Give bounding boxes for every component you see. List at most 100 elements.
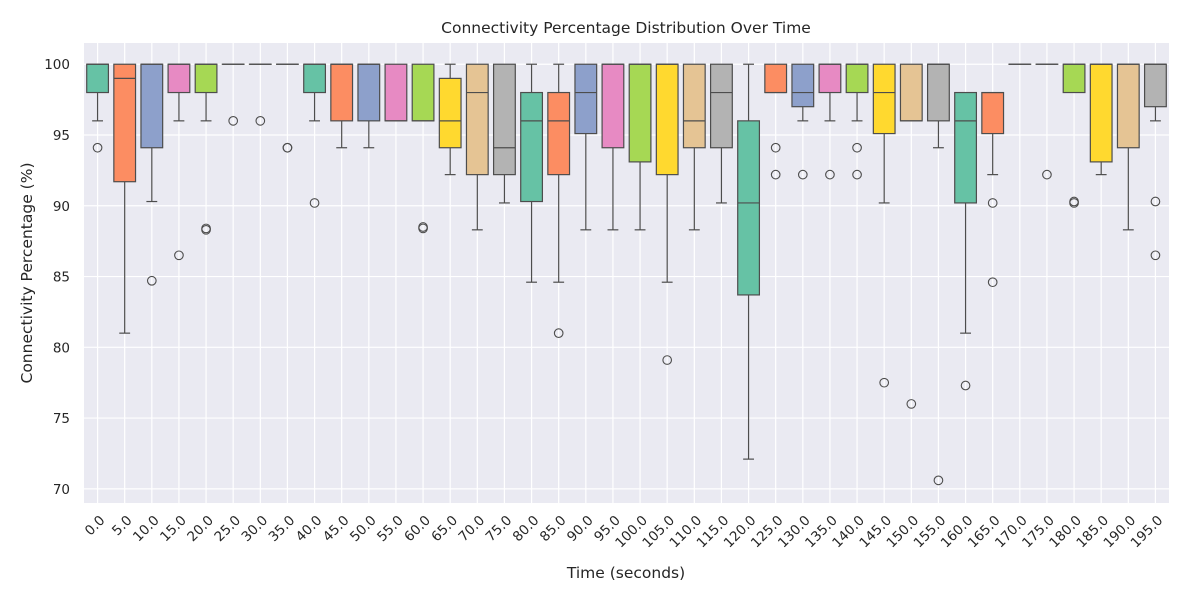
iqr-box bbox=[1062, 63, 1086, 94]
iqr-box bbox=[818, 63, 842, 94]
outlier-point bbox=[933, 475, 944, 486]
iqr-box bbox=[438, 77, 462, 149]
iqr-box bbox=[303, 63, 327, 94]
iqr-box bbox=[872, 63, 896, 135]
iqr-box bbox=[411, 63, 435, 122]
box-145.0 bbox=[872, 63, 896, 388]
y-tick-label: 80 bbox=[53, 340, 70, 356]
iqr-box bbox=[140, 63, 164, 149]
boxes-layer bbox=[86, 63, 1167, 486]
outlier-point bbox=[987, 277, 998, 288]
box-100.0 bbox=[628, 63, 652, 231]
outlier-point bbox=[960, 380, 971, 391]
iqr-box bbox=[954, 91, 978, 204]
y-tick-label: 95 bbox=[53, 128, 70, 144]
outlier-point bbox=[174, 250, 184, 261]
outlier-point bbox=[662, 355, 673, 365]
box-85.0 bbox=[547, 63, 571, 339]
y-tick-label: 90 bbox=[53, 199, 70, 215]
box-90.0 bbox=[574, 63, 598, 231]
iqr-box bbox=[194, 63, 218, 94]
outlier-point bbox=[309, 198, 320, 208]
iqr-box bbox=[709, 63, 733, 149]
iqr-box bbox=[465, 63, 489, 176]
outlier-point bbox=[228, 115, 239, 126]
box-20.0 bbox=[194, 63, 218, 235]
iqr-box bbox=[682, 63, 706, 149]
iqr-box bbox=[574, 63, 598, 135]
box-115.0 bbox=[709, 63, 733, 204]
box-50.0 bbox=[357, 63, 381, 149]
outlier-point bbox=[797, 169, 808, 180]
iqr-box bbox=[791, 63, 815, 108]
outlier-point bbox=[418, 222, 428, 232]
outlier-point bbox=[770, 142, 781, 153]
outlier-point bbox=[146, 275, 157, 286]
iqr-box bbox=[547, 91, 571, 176]
outlier-point bbox=[1069, 196, 1079, 207]
box-105.0 bbox=[655, 63, 679, 365]
box-65.0 bbox=[438, 63, 462, 176]
box-160.0 bbox=[954, 91, 978, 391]
iqr-box bbox=[384, 63, 408, 122]
box-15.0 bbox=[167, 63, 191, 261]
outlier-point bbox=[1042, 169, 1052, 180]
y-tick-label: 70 bbox=[53, 482, 70, 498]
outlier-point bbox=[553, 328, 564, 339]
box-120.0 bbox=[737, 63, 761, 460]
box-180.0 bbox=[1062, 63, 1086, 208]
iqr-box bbox=[113, 63, 137, 183]
y-axis-label: Connectivity Percentage (%) bbox=[18, 163, 36, 384]
box-185.0 bbox=[1089, 63, 1113, 176]
box-30.0 bbox=[248, 63, 272, 126]
box-175.0 bbox=[1035, 63, 1059, 180]
y-tick-label: 100 bbox=[44, 57, 70, 73]
box-155.0 bbox=[926, 63, 950, 486]
x-axis-label: Time (seconds) bbox=[566, 564, 685, 582]
box-80.0 bbox=[520, 63, 544, 283]
outlier-point bbox=[201, 224, 211, 235]
outlier-point bbox=[92, 142, 103, 153]
outlier-point bbox=[255, 115, 266, 126]
iqr-box bbox=[1089, 63, 1113, 163]
box-5.0 bbox=[113, 63, 137, 334]
box-10.0 bbox=[140, 63, 164, 286]
box-0.0 bbox=[86, 63, 110, 153]
box-60.0 bbox=[411, 63, 435, 234]
box-35.0 bbox=[275, 63, 299, 153]
outlier-point bbox=[987, 198, 998, 208]
iqr-box bbox=[86, 63, 110, 94]
box-110.0 bbox=[682, 63, 706, 231]
y-tick-label: 85 bbox=[53, 270, 70, 286]
box-150.0 bbox=[899, 63, 923, 409]
box-55.0 bbox=[384, 63, 408, 122]
iqr-box bbox=[492, 63, 516, 176]
outlier-point bbox=[852, 142, 862, 153]
outlier-point bbox=[770, 169, 781, 180]
iqr-box bbox=[655, 63, 679, 176]
iqr-box bbox=[1143, 63, 1167, 108]
box-165.0 bbox=[981, 91, 1005, 288]
iqr-box bbox=[357, 63, 381, 122]
iqr-box bbox=[737, 120, 761, 296]
box-195.0 bbox=[1143, 63, 1167, 261]
y-tick-label: 75 bbox=[53, 411, 70, 427]
box-75.0 bbox=[492, 63, 516, 204]
box-140.0 bbox=[845, 63, 869, 180]
iqr-box bbox=[845, 63, 869, 94]
box-40.0 bbox=[303, 63, 327, 208]
outlier-point bbox=[906, 399, 917, 409]
outlier-point bbox=[282, 142, 293, 153]
box-25.0 bbox=[221, 63, 245, 126]
iqr-box bbox=[1116, 63, 1140, 149]
box-135.0 bbox=[818, 63, 842, 180]
plot-area bbox=[84, 43, 1169, 503]
box-95.0 bbox=[601, 63, 625, 231]
box-190.0 bbox=[1116, 63, 1140, 231]
box-130.0 bbox=[791, 63, 815, 180]
outlier-point bbox=[825, 169, 835, 180]
iqr-box bbox=[601, 63, 625, 149]
iqr-box bbox=[167, 63, 191, 94]
box-125.0 bbox=[764, 63, 788, 180]
outlier-point bbox=[1150, 196, 1161, 207]
